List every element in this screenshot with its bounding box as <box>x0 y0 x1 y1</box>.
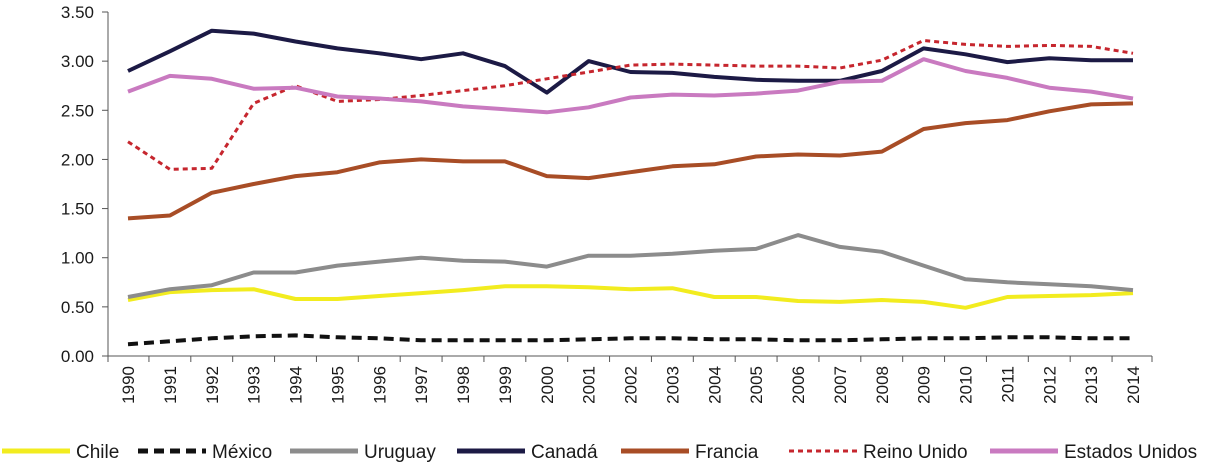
x-tick-label: 1996 <box>370 366 389 404</box>
legend-label: Reino Unido <box>863 442 968 463</box>
x-tick-label: 2007 <box>831 366 850 404</box>
x-tick-label: 1995 <box>328 366 347 404</box>
x-tick-label: 2010 <box>957 366 976 404</box>
legend: Chile México Uruguay Canadá Francia Reino Uni… <box>2 442 1197 463</box>
x-tick-label: 1998 <box>454 366 473 404</box>
series-line-canada <box>127 28 1133 95</box>
y-tick-label: 2.50 <box>61 101 94 120</box>
legend-label: Canadá <box>531 442 598 463</box>
x-axis: 1990 1991 1992 1993 1994 1995 1996 1997 1998 1999… <box>107 355 1153 404</box>
x-tick-label: 2013 <box>1082 366 1101 404</box>
x-tick-label: 2000 <box>538 366 557 404</box>
x-tick-label: 1992 <box>203 366 222 404</box>
legend-label: Estados Unidos <box>1064 442 1197 463</box>
y-tick-label: 0.00 <box>61 347 94 366</box>
x-tick-label: 1991 <box>161 366 180 404</box>
x-tick-label: 2002 <box>622 366 641 404</box>
y-tick-label: 0.50 <box>61 298 94 317</box>
x-tick-label: 1997 <box>412 366 431 404</box>
y-tick-label: 3.00 <box>61 52 94 71</box>
y-axis: 0.00 0.50 1.00 1.50 2.00 2.50 3.00 3.50 <box>61 3 109 366</box>
x-tick-label: 1990 <box>119 366 138 404</box>
series-line-uruguay <box>127 233 1134 299</box>
series-line-francia <box>127 101 1134 221</box>
series-lines <box>127 28 1134 347</box>
x-tick-label: 2011 <box>998 366 1017 403</box>
x-tick-label: 2001 <box>580 366 599 404</box>
x-tick-label: 2009 <box>915 366 934 404</box>
legend-label: Uruguay <box>364 442 436 463</box>
legend-label: México <box>212 442 272 463</box>
series-line-estados-unidos <box>127 57 1134 115</box>
x-tick-label: 2006 <box>789 366 808 404</box>
x-tick-label: 2012 <box>1040 366 1059 404</box>
series-line-reino-unido <box>127 39 1134 171</box>
y-tick-label: 1.00 <box>61 249 94 268</box>
x-tick-label: 1993 <box>245 366 264 404</box>
y-tick-label: 1.50 <box>61 200 94 219</box>
x-tick-label: 2008 <box>873 366 892 404</box>
series-line-mexico <box>127 333 1133 347</box>
x-tick-label: 2014 <box>1124 366 1143 404</box>
y-tick-label: 2.00 <box>61 150 94 169</box>
y-tick-label: 3.50 <box>61 3 94 22</box>
x-tick-label: 1999 <box>496 366 515 404</box>
legend-label: Francia <box>695 442 759 463</box>
series-line-chile <box>127 284 1134 310</box>
x-tick-label: 1994 <box>287 366 306 404</box>
x-tick-label: 2004 <box>705 366 724 404</box>
x-tick-label: 2003 <box>663 366 682 404</box>
legend-label: Chile <box>76 442 119 463</box>
x-tick-label: 2005 <box>747 366 766 404</box>
